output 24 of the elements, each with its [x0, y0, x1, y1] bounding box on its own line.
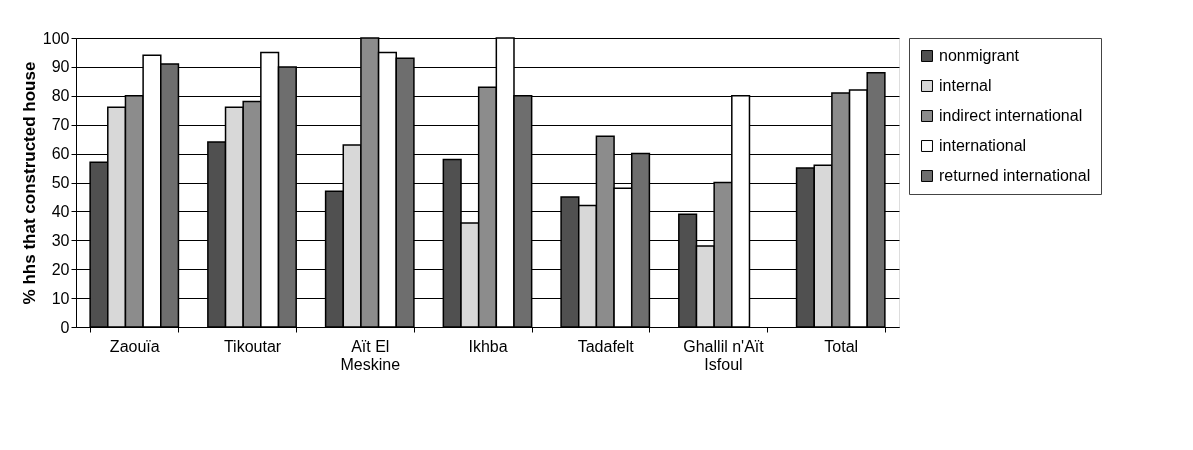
x-tick-label: Zaouïa	[109, 337, 160, 355]
legend-label: international	[939, 137, 1027, 154]
legend-label: nonmigrant	[939, 47, 1020, 64]
y-tick-label: 70	[51, 116, 70, 134]
y-tick-label: 50	[51, 174, 70, 191]
y-tick-label: 20	[51, 260, 70, 278]
x-tick-label: Tadafelt	[577, 337, 635, 355]
y-tick-label: 80	[51, 87, 70, 105]
y-axis-title: % hhs that constructed house	[19, 61, 39, 305]
legend-label: returned international	[939, 167, 1091, 184]
legend-label: internal	[939, 77, 992, 94]
y-tick-label: 90	[51, 58, 70, 76]
y-tick-label: 100	[42, 29, 70, 47]
y-tick-label: 0	[60, 318, 70, 336]
x-tick-label: Ikhba	[468, 337, 508, 355]
x-tick-label: Ghallil n'Aït Isfoul	[683, 337, 765, 373]
x-tick-label: Aït El Meskine	[340, 337, 401, 373]
y-tick-label: 60	[51, 145, 70, 163]
x-tick-label: Total	[824, 337, 859, 355]
legend-label: indirect international	[939, 107, 1083, 124]
y-tick-label: 30	[51, 231, 70, 249]
y-tick-label: 40	[51, 202, 70, 220]
y-tick-label: 10	[51, 289, 70, 307]
x-tick-label: Tikoutar	[223, 337, 282, 355]
